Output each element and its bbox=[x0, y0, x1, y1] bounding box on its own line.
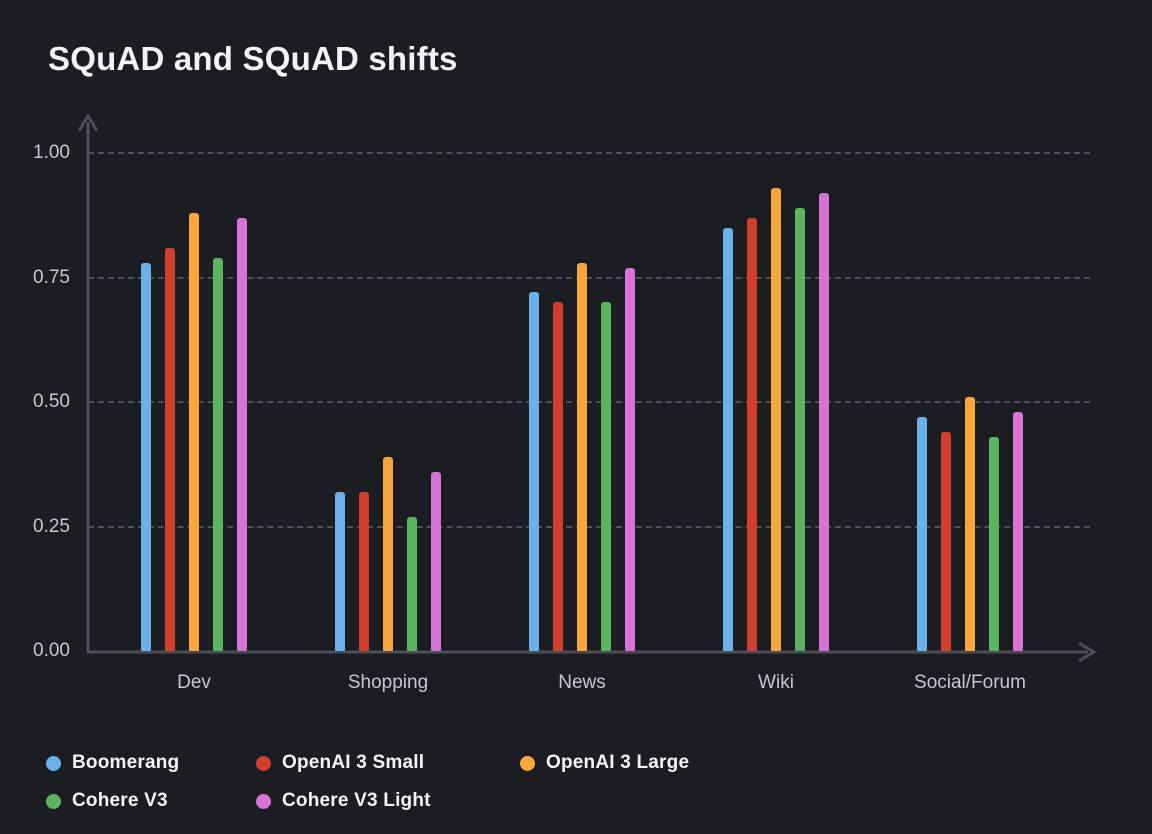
bar-openai-3-small-news bbox=[553, 302, 563, 651]
y-axis-arrow-icon bbox=[77, 113, 99, 132]
legend-swatch-icon bbox=[46, 793, 61, 809]
bar-cohere-v3-light-shopping bbox=[431, 472, 441, 651]
bar-cohere-v3-wiki bbox=[795, 208, 805, 651]
bar-openai-3-large-dev bbox=[189, 213, 199, 651]
bar-boomerang-wiki bbox=[723, 228, 733, 651]
legend-swatch-icon bbox=[256, 755, 271, 771]
bar-boomerang-shopping bbox=[335, 492, 345, 651]
legend-item-boomerang[interactable]: Boomerang bbox=[46, 748, 179, 778]
bar-openai-3-small-social-forum bbox=[941, 432, 951, 651]
legend-swatch-icon bbox=[46, 755, 61, 771]
legend-label: Cohere V3 bbox=[72, 790, 168, 811]
y-tick-label-0.25: 0.25 bbox=[33, 515, 70, 537]
x-category-label-dev: Dev bbox=[177, 672, 211, 693]
legend-label: Cohere V3 Light bbox=[282, 790, 431, 811]
x-category-label-news: News bbox=[558, 672, 606, 693]
bar-cohere-v3-social-forum bbox=[989, 437, 999, 651]
bar-cohere-v3-light-dev bbox=[237, 218, 247, 651]
legend-swatch-icon bbox=[520, 755, 535, 771]
x-category-label-wiki: Wiki bbox=[758, 672, 794, 693]
gridline-1.00 bbox=[88, 152, 1090, 154]
bar-cohere-v3-shopping bbox=[407, 517, 417, 651]
bar-cohere-v3-dev bbox=[213, 258, 223, 651]
chart-title: SQuAD and SQuAD shifts bbox=[48, 40, 458, 77]
bar-openai-3-large-social-forum bbox=[965, 397, 975, 651]
bar-cohere-v3-light-wiki bbox=[819, 193, 829, 651]
bar-openai-3-large-news bbox=[577, 263, 587, 651]
legend-item-openai-3-small[interactable]: OpenAI 3 Small bbox=[256, 748, 424, 778]
legend-label: OpenAI 3 Small bbox=[282, 752, 425, 773]
bar-openai-3-large-wiki bbox=[771, 188, 781, 651]
legend-item-cohere-v3-light[interactable]: Cohere V3 Light bbox=[256, 786, 431, 816]
bar-openai-3-small-dev bbox=[165, 248, 175, 651]
y-tick-label-0.75: 0.75 bbox=[33, 266, 70, 288]
bar-openai-3-small-wiki bbox=[747, 218, 757, 651]
gridline-0.50 bbox=[88, 401, 1090, 403]
y-tick-label-0.50: 0.50 bbox=[33, 391, 70, 412]
bar-boomerang-dev bbox=[141, 263, 151, 651]
bar-cohere-v3-light-news bbox=[625, 268, 635, 651]
y-tick-label-0.00: 0.00 bbox=[33, 640, 70, 661]
legend-item-openai-3-large[interactable]: OpenAI 3 Large bbox=[520, 748, 689, 778]
bar-boomerang-social-forum bbox=[917, 417, 927, 651]
y-tick-label-1.00: 1.00 bbox=[33, 142, 70, 163]
x-axis-arrow-icon bbox=[1078, 641, 1097, 663]
legend-label: OpenAI 3 Large bbox=[546, 752, 690, 773]
bar-openai-3-small-shopping bbox=[359, 492, 369, 651]
gridline-0.25 bbox=[88, 525, 1090, 528]
bar-cohere-v3-light-social-forum bbox=[1013, 412, 1023, 651]
bar-boomerang-news bbox=[529, 292, 539, 651]
legend-item-cohere-v3[interactable]: Cohere V3 bbox=[46, 786, 168, 816]
legend-swatch-icon bbox=[256, 793, 271, 809]
gridline-0.75 bbox=[88, 276, 1090, 279]
bar-openai-3-large-shopping bbox=[383, 457, 393, 651]
x-category-label-shopping: Shopping bbox=[347, 672, 429, 693]
x-category-label-social-forum: Social/Forum bbox=[914, 672, 1026, 693]
bar-cohere-v3-news bbox=[601, 302, 611, 651]
legend-label: Boomerang bbox=[72, 752, 180, 773]
